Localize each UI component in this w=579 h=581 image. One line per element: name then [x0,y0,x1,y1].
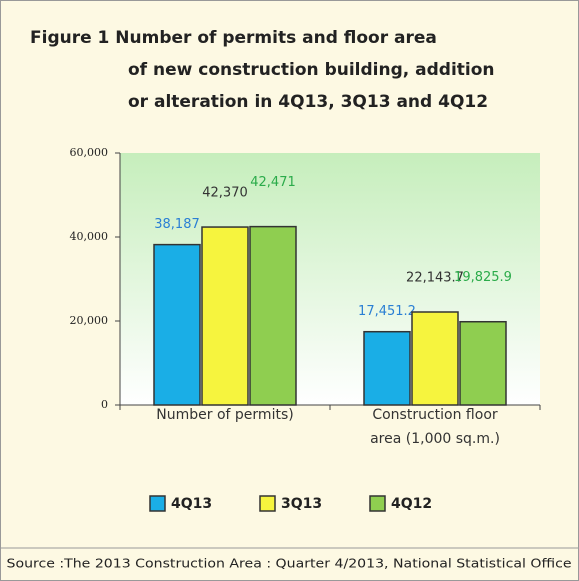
source: Source :The 2013 Construction Area : Qua… [7,557,572,571]
bar [363,330,411,406]
bar [249,225,297,406]
legend-swatch [149,495,166,512]
value-label: 42,370 [202,186,248,201]
legend-label: 4Q12 [391,496,432,512]
value-label: 19,825.9 [454,270,512,285]
y-tick-label: 40,000 [70,230,109,243]
x-tick-label: Number of permits) [156,407,294,423]
value-label: 17,451.2 [358,304,416,319]
legend-swatch [369,495,386,512]
legend-label: 4Q13 [171,496,212,512]
bar [459,320,507,406]
bar [411,311,459,406]
chart-title: or alteration in 4Q13, 3Q13 and 4Q12 [128,92,488,112]
bar [153,243,201,406]
y-tick-label: 20,000 [70,314,109,327]
value-label: 42,471 [250,175,296,190]
value-label: 38,187 [154,217,200,232]
x-tick-label: Construction floor area (1,000 sq.m.) [370,407,500,447]
y-tick-label: 0 [101,398,108,411]
value-label: 22,143.7 [406,270,464,285]
bar [201,226,249,406]
chart-title: of new construction building, addition [128,60,495,80]
legend-swatch [259,495,276,512]
legend-label: 3Q13 [281,496,322,512]
y-tick-label: 60,000 [70,146,109,159]
chart-title: Figure 1 Number of permits and floor are… [30,28,437,48]
